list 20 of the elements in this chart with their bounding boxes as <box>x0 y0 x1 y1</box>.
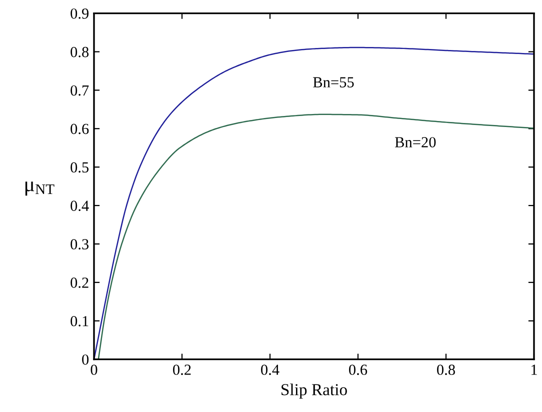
y-tick-label: 0.5 <box>70 162 89 173</box>
series-label: Bn=55 <box>313 77 354 88</box>
series-label: Bn=20 <box>394 137 436 148</box>
y-tick-label: 0.1 <box>70 316 88 326</box>
y-tick-label: 0.3 <box>70 239 89 250</box>
x-tick-label: 1 <box>532 364 537 375</box>
x-axis-title: Slip Ratio <box>282 384 347 399</box>
x-tick-label: 0.6 <box>349 364 368 375</box>
y-axis-title: μ$_{NT}$ <box>25 182 54 196</box>
y-tick-label: 0 <box>82 354 89 365</box>
y-tick-label: 0.8 <box>70 46 89 58</box>
y-tick-label: 0.9 <box>70 8 89 19</box>
x-tick-label: 0.2 <box>173 364 191 375</box>
x-tick-label: 0.8 <box>437 364 455 375</box>
y-tick-label: 0.4 <box>70 200 89 212</box>
y-tick-label: 0.7 <box>70 85 89 96</box>
x-tick-label: 0 <box>90 364 98 375</box>
x-tick-label: 0.4 <box>261 364 280 375</box>
y-tick-label: 0.2 <box>70 278 88 288</box>
y-tick-label: 0.6 <box>70 124 89 134</box>
